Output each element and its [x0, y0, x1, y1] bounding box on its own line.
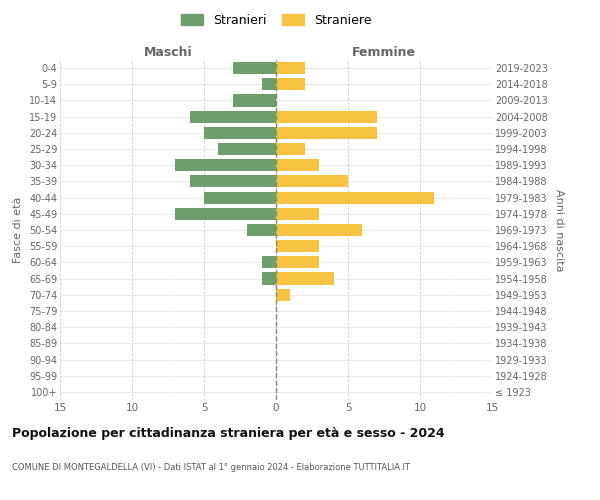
Bar — [276, 143, 305, 155]
Bar — [262, 256, 276, 268]
Bar — [276, 256, 319, 268]
Bar — [175, 159, 276, 172]
Bar — [276, 176, 348, 188]
Text: COMUNE DI MONTEGALDELLA (VI) - Dati ISTAT al 1° gennaio 2024 - Elaborazione TUTT: COMUNE DI MONTEGALDELLA (VI) - Dati ISTA… — [12, 462, 410, 471]
Text: Maschi: Maschi — [143, 46, 193, 59]
Bar — [276, 240, 319, 252]
Bar — [218, 143, 276, 155]
Bar — [276, 159, 319, 172]
Y-axis label: Fasce di età: Fasce di età — [13, 197, 23, 263]
Bar — [276, 110, 377, 122]
Bar — [233, 94, 276, 106]
Bar — [276, 192, 434, 203]
Bar — [247, 224, 276, 236]
Bar — [276, 224, 362, 236]
Bar — [190, 110, 276, 122]
Bar — [276, 127, 377, 139]
Bar — [276, 62, 305, 74]
Bar — [233, 62, 276, 74]
Bar — [190, 176, 276, 188]
Legend: Stranieri, Straniere: Stranieri, Straniere — [176, 8, 377, 32]
Y-axis label: Anni di nascita: Anni di nascita — [554, 188, 565, 271]
Bar — [276, 272, 334, 284]
Text: Popolazione per cittadinanza straniera per età e sesso - 2024: Popolazione per cittadinanza straniera p… — [12, 428, 445, 440]
Bar — [175, 208, 276, 220]
Bar — [276, 208, 319, 220]
Bar — [262, 272, 276, 284]
Bar — [276, 78, 305, 90]
Bar — [204, 192, 276, 203]
Bar — [276, 288, 290, 301]
Bar — [204, 127, 276, 139]
Text: Femmine: Femmine — [352, 46, 416, 59]
Bar — [262, 78, 276, 90]
